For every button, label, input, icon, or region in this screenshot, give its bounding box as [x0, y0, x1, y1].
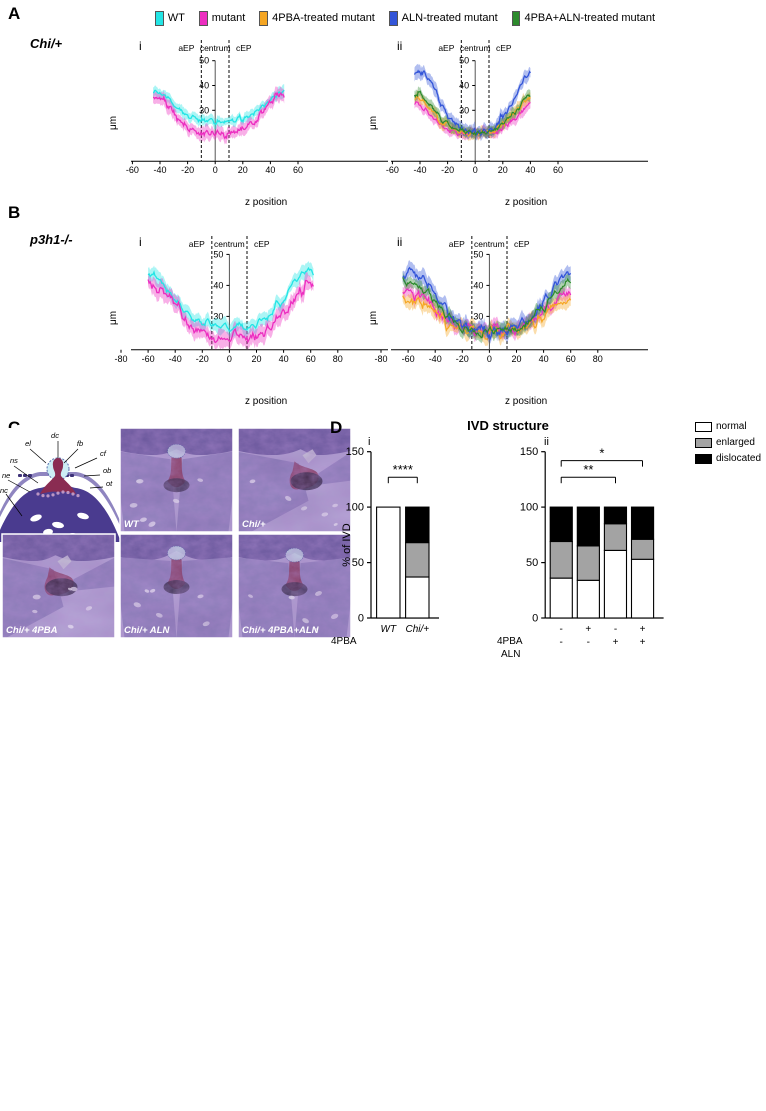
svg-text:aEP: aEP — [189, 239, 205, 249]
svg-text:+: + — [613, 637, 619, 648]
svg-text:nc: nc — [0, 486, 8, 495]
svg-text:Chi/+: Chi/+ — [242, 519, 266, 530]
svg-text:0: 0 — [532, 613, 538, 625]
svg-text:aEP: aEP — [449, 239, 465, 249]
svg-text:-: - — [614, 624, 617, 635]
svg-text:0: 0 — [473, 165, 478, 175]
svg-text:50: 50 — [213, 249, 223, 259]
svg-text:60: 60 — [306, 354, 316, 364]
svg-text:100: 100 — [520, 502, 538, 514]
svg-text:-80: -80 — [114, 354, 127, 364]
svg-text:**: ** — [583, 462, 593, 477]
svg-text:50: 50 — [526, 557, 538, 569]
svg-text:ns: ns — [10, 456, 18, 465]
svg-text:40: 40 — [459, 81, 469, 91]
svg-text:aEP: aEP — [178, 43, 194, 53]
svg-text:40: 40 — [473, 280, 483, 290]
svg-text:80: 80 — [593, 354, 603, 364]
svg-text:0: 0 — [487, 354, 492, 364]
svg-text:20: 20 — [251, 354, 261, 364]
svg-text:100: 100 — [346, 502, 364, 514]
svg-text:cEP: cEP — [236, 43, 252, 53]
svg-text:0: 0 — [213, 165, 218, 175]
svg-text:aEP: aEP — [438, 43, 454, 53]
svg-text:cEP: cEP — [254, 239, 270, 249]
svg-text:0: 0 — [227, 354, 232, 364]
svg-text:centrum: centrum — [460, 43, 491, 53]
svg-text:60: 60 — [553, 165, 563, 175]
svg-text:*: * — [599, 446, 604, 461]
svg-text:fb: fb — [77, 439, 83, 448]
svg-text:20: 20 — [238, 165, 248, 175]
svg-text:ne: ne — [2, 471, 10, 480]
svg-text:-: - — [560, 637, 563, 648]
svg-text:WT: WT — [381, 624, 397, 635]
svg-text:60: 60 — [566, 354, 576, 364]
svg-text:-60: -60 — [142, 354, 155, 364]
svg-text:40: 40 — [265, 165, 275, 175]
svg-text:-40: -40 — [153, 165, 166, 175]
svg-text:60: 60 — [293, 165, 303, 175]
svg-text:-: - — [560, 624, 563, 635]
svg-text:-80: -80 — [374, 354, 387, 364]
svg-text:40: 40 — [199, 81, 209, 91]
svg-text:cEP: cEP — [514, 239, 530, 249]
svg-text:-60: -60 — [126, 165, 139, 175]
svg-text:centrum: centrum — [200, 43, 231, 53]
svg-text:-20: -20 — [456, 354, 469, 364]
svg-text:-40: -40 — [169, 354, 182, 364]
svg-text:-40: -40 — [429, 354, 442, 364]
svg-text:+: + — [640, 624, 646, 635]
svg-text:dc: dc — [51, 431, 59, 440]
svg-text:****: **** — [393, 462, 413, 477]
svg-text:40: 40 — [539, 354, 549, 364]
svg-text:cEP: cEP — [496, 43, 512, 53]
svg-text:-40: -40 — [413, 165, 426, 175]
svg-text:-20: -20 — [181, 165, 194, 175]
svg-text:-60: -60 — [402, 354, 415, 364]
svg-text:40: 40 — [213, 280, 223, 290]
svg-text:150: 150 — [346, 446, 364, 458]
svg-text:-20: -20 — [441, 165, 454, 175]
svg-text:+: + — [640, 637, 646, 648]
svg-text:30: 30 — [199, 105, 209, 115]
svg-text:50: 50 — [473, 249, 483, 259]
svg-text:el: el — [25, 439, 31, 448]
svg-text:30: 30 — [459, 105, 469, 115]
svg-text:20: 20 — [511, 354, 521, 364]
svg-text:+: + — [585, 624, 591, 635]
svg-text:cf: cf — [100, 449, 107, 458]
svg-text:ot: ot — [106, 479, 113, 488]
svg-text:centrum: centrum — [474, 239, 505, 249]
svg-text:20: 20 — [498, 165, 508, 175]
svg-text:centrum: centrum — [214, 239, 245, 249]
svg-text:50: 50 — [352, 557, 364, 569]
svg-text:-: - — [587, 637, 590, 648]
svg-text:Chi/+ 4PBA+ALN: Chi/+ 4PBA+ALN — [242, 625, 320, 636]
svg-text:ob: ob — [103, 466, 111, 475]
svg-text:0: 0 — [358, 613, 364, 625]
svg-text:-20: -20 — [196, 354, 209, 364]
svg-text:Chi/+ ALN: Chi/+ ALN — [124, 625, 170, 636]
svg-text:40: 40 — [525, 165, 535, 175]
svg-text:50: 50 — [199, 56, 209, 66]
svg-text:50: 50 — [459, 56, 469, 66]
svg-text:Chi/+: Chi/+ — [405, 624, 429, 635]
svg-text:Chi/+ 4PBA: Chi/+ 4PBA — [6, 625, 58, 636]
svg-text:150: 150 — [520, 446, 538, 458]
svg-text:40: 40 — [279, 354, 289, 364]
svg-text:WT: WT — [124, 519, 140, 530]
svg-text:80: 80 — [333, 354, 343, 364]
svg-text:-60: -60 — [386, 165, 399, 175]
